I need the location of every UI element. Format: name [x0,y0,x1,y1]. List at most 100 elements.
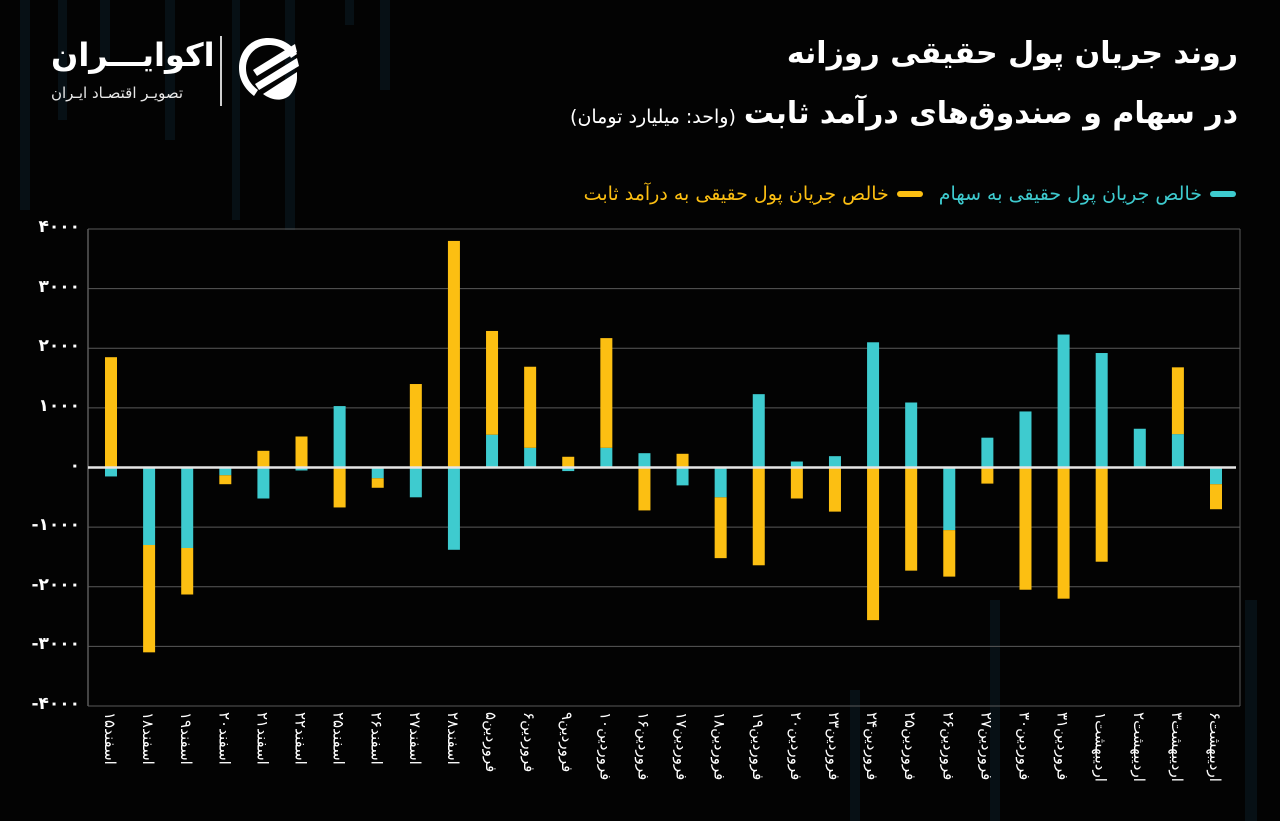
bar-fixed-income [1057,467,1070,599]
bar-stocks [714,467,727,498]
bar-fixed-income [600,338,613,448]
y-tick-label: ۰ [69,455,80,476]
bar-fixed-income [486,330,499,435]
x-tick-label: اسفند۲۰ [215,712,234,765]
x-tick-label: فروردین۱۸ [710,712,729,781]
bar-fixed-income [143,545,156,653]
bar-stocks [105,467,117,477]
bar-fixed-income [219,475,232,485]
bar-stocks [1133,428,1146,468]
bar-fixed-income [943,530,956,577]
bar-stocks [143,467,156,546]
bar-fixed-income [105,357,117,468]
x-tick-label: فروردین۲۵ [901,712,920,781]
x-tick-label: فروردین۱۷ [672,712,691,781]
bar-stocks [943,467,956,531]
bar-fixed-income [714,497,727,559]
bar-fixed-income [1171,367,1184,435]
x-tick-label: اسفند۲۶ [367,712,386,765]
bar-fixed-income [1019,467,1032,590]
bar-stocks [638,453,651,468]
x-tick-label: اسفند۲۸ [443,712,462,765]
bar-stocks [790,461,803,468]
x-tick-label: فروردین۱۹ [748,712,767,781]
bar-stocks [181,467,194,548]
x-tick-label: اردیبهشت۶ [1206,712,1224,782]
y-tick-label: -۲۰۰۰ [31,574,80,595]
bar-stocks [257,467,270,499]
x-tick-label: اسفند۱۵ [101,712,119,765]
chart-legend: خالص جریان پول حقیقی به سهام خالص جریان … [568,183,1236,205]
x-tick-label: اردیبهشت۳ [1167,712,1186,782]
bar-fixed-income [790,467,803,499]
bar-fixed-income [409,384,422,468]
x-tick-label: فروردین۵ [482,712,501,773]
bar-stocks [867,342,880,468]
bar-fixed-income [752,467,765,566]
chart-subtitle: در سهام و صندوق‌های درآمد ثابت (واحد: میل… [570,96,1238,131]
bar-stocks [981,437,994,468]
bar-stocks [828,456,841,468]
legend-label-fixed-income: خالص جریان پول حقیقی به درآمد ثابت [583,183,889,205]
legend-swatch-stocks [1210,191,1236,197]
y-tick-label: -۴۰۰۰ [31,694,80,714]
x-tick-label: اردیبهشت۲ [1129,712,1148,782]
x-tick-label: فروردین۳۱ [1053,712,1072,781]
x-tick-label: اسفند۲۷ [405,712,424,765]
y-tick-label: -۳۰۰۰ [31,634,80,655]
bar-fixed-income [295,436,308,468]
legend-item-fixed-income: خالص جریان پول حقیقی به درآمد ثابت [584,183,923,205]
bar-fixed-income [981,467,994,484]
bar-stocks [447,467,460,550]
x-tick-label: فروردین۲۰ [786,712,805,781]
legend-item-stocks: خالص جریان پول حقیقی به سهام [939,183,1236,205]
x-tick-label: فروردین۲۷ [977,712,996,781]
bar-fixed-income [905,467,918,571]
bar-stocks [1095,353,1108,468]
bar-fixed-income [333,467,346,508]
x-tick-label: اسفند۱۹ [177,712,196,765]
bar-stocks [1210,467,1222,485]
legend-swatch-fixed-income [896,191,923,197]
y-tick-label: ۴۰۰۰ [38,217,80,237]
bar-fixed-income [181,547,194,595]
chart-title: روند جریان پول حقیقی روزانه [786,36,1238,71]
chart-subtitle-main: در سهام و صندوق‌های درآمد ثابت [743,96,1238,131]
bar-stocks [219,467,232,476]
bar-fixed-income [257,450,270,468]
bar-fixed-income [867,467,880,621]
y-tick-label: -۱۰۰۰ [31,515,80,536]
bar-stocks [486,434,499,468]
bar-stocks [371,467,384,479]
x-tick-label: اسفند۲۲ [291,712,310,765]
x-tick-label: اردیبهشت۱ [1091,712,1110,782]
bar-stocks [676,467,689,486]
bar-fixed-income [1095,467,1108,562]
logo-divider [220,36,222,106]
logo-tagline: تصویـر اقتصـاد ایـران [51,84,184,102]
bar-stocks [1057,334,1070,468]
chart-unit: (واحد: میلیارد تومان) [570,106,736,128]
x-tick-label: فروردین۲۶ [939,712,958,781]
x-tick-label: فروردین۶ [520,712,539,773]
bar-fixed-income [562,456,575,468]
x-tick-label: اسفند۲۱ [253,712,272,765]
y-tick-label: ۳۰۰۰ [38,276,80,297]
legend-label-stocks: خالص جریان پول حقیقی به سهام [938,183,1202,205]
bar-fixed-income [447,240,460,468]
bar-stocks [333,406,346,468]
logo-mark-icon [239,38,299,100]
bar-stocks [600,447,613,468]
bar-stocks [905,402,918,468]
x-tick-label: اسفند۲۵ [329,712,348,765]
bar-stocks [562,467,575,472]
x-tick-label: فروردین۹ [558,712,577,773]
y-tick-label: ۲۰۰۰ [38,336,80,357]
x-tick-label: فروردین۱۶ [634,712,653,781]
logo-name: اکوایـــران [51,36,215,74]
x-tick-label: فروردین۲۳ [824,712,843,781]
x-tick-label: اسفند۱۸ [139,712,158,765]
x-tick-label: فروردین۱۰ [596,712,615,781]
bar-fixed-income [371,478,384,488]
